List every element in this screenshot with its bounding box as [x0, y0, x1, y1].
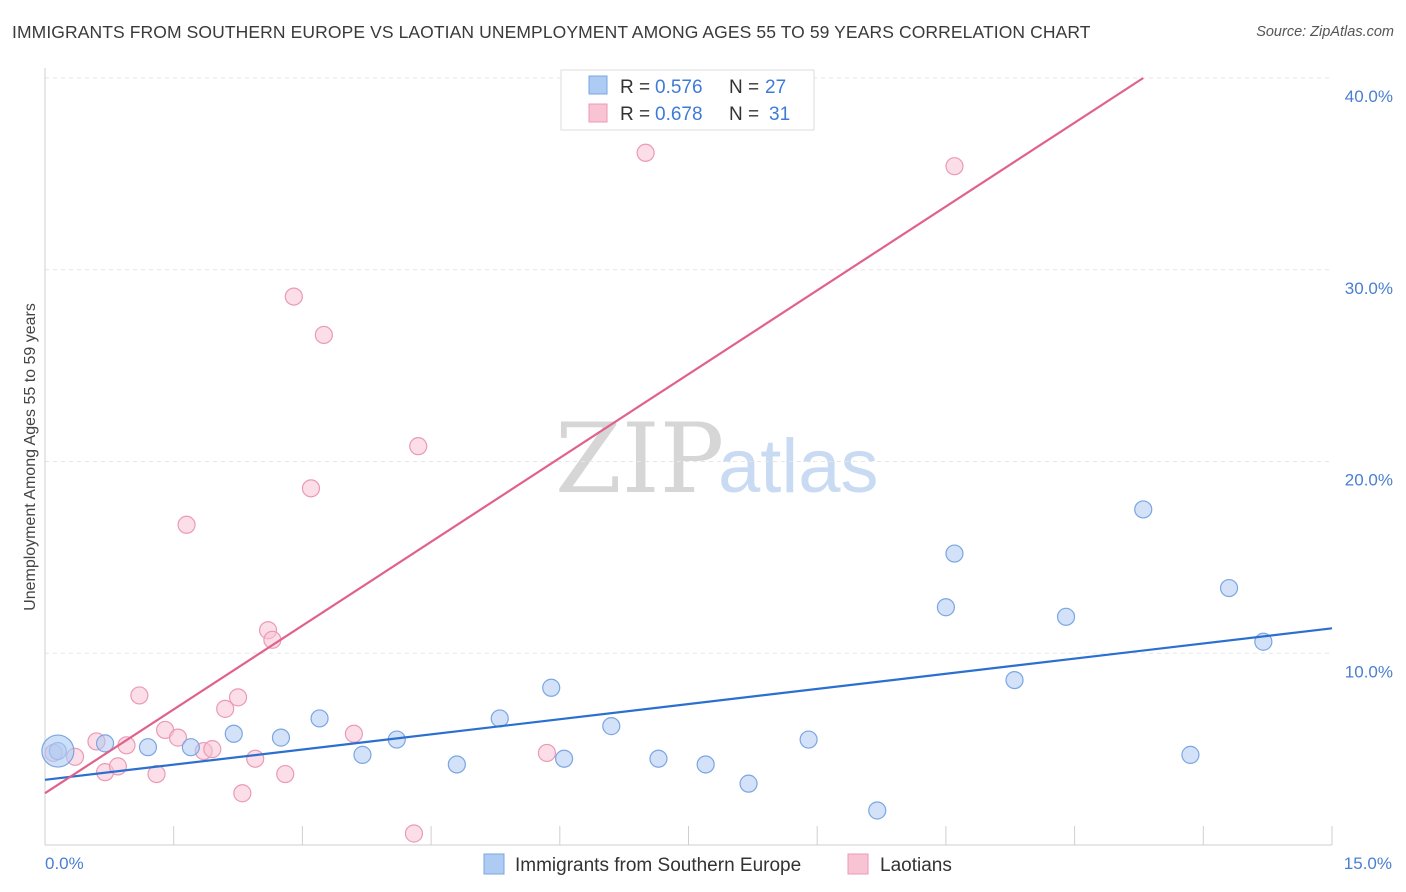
legend-r-value-2: 0.678 — [655, 104, 703, 125]
laotians-point — [537, 743, 557, 763]
laotians-point — [276, 764, 295, 784]
laotians-point — [246, 749, 265, 768]
chart-source: Source: ZipAtlas.com — [1256, 24, 1394, 40]
southern-europe-point — [799, 730, 818, 749]
laotians-point — [404, 824, 424, 843]
laotians-point — [228, 688, 248, 707]
southern-europe-point — [181, 738, 200, 757]
laotians-point — [168, 728, 188, 747]
southern-europe-point — [224, 724, 243, 743]
legend-swatch-blue — [588, 75, 608, 95]
bottom-legend-label-pink: Laotians — [880, 855, 952, 876]
southern-europe-point — [739, 774, 758, 793]
southern-europe-point — [554, 749, 574, 768]
laotians-point — [177, 515, 196, 534]
series-legend: Immigrants from Southern Europe Laotians — [483, 853, 952, 876]
x-tick-min: 0.0% — [45, 854, 84, 873]
laotians-point — [945, 157, 964, 176]
watermark-atlas: atlas — [718, 424, 879, 509]
legend-n-label-1: N = — [729, 77, 759, 98]
southern-europe-point — [1005, 670, 1024, 690]
y-axis-label: Unemployment Among Ages 55 to 59 years — [22, 303, 39, 611]
southern-europe-point — [271, 728, 291, 747]
southern-europe-point — [602, 717, 621, 736]
southern-europe-point — [310, 709, 329, 728]
southern-europe-point — [138, 738, 158, 757]
bottom-legend-swatch-blue — [483, 853, 505, 875]
southern-europe-point — [490, 709, 509, 728]
laotians-point — [344, 724, 363, 743]
southern-europe-point — [95, 734, 115, 753]
southern-europe-point — [1219, 578, 1239, 598]
southern-europe-point — [649, 749, 668, 768]
bottom-legend-label-blue: Immigrants from Southern Europe — [515, 855, 801, 876]
y-tick-label: 20.0% — [1345, 471, 1393, 490]
legend-r-label-1: R = — [620, 77, 650, 98]
trend-lines — [44, 77, 1333, 795]
southern-europe-point — [936, 598, 956, 617]
laotians-point — [216, 699, 235, 718]
southern-europe-point — [1056, 607, 1076, 626]
southern-europe-point — [1181, 745, 1200, 764]
southern-europe-point — [447, 755, 466, 774]
y-tick-label: 10.0% — [1345, 662, 1393, 681]
laotians-point — [636, 143, 655, 162]
legend-swatch-pink — [588, 103, 608, 123]
southern-europe-point — [696, 755, 715, 774]
legend-r-value-1: 0.576 — [655, 77, 703, 98]
laotians-trend-line — [44, 77, 1144, 795]
southern-europe-point — [868, 801, 887, 820]
bottom-legend-swatch-pink — [847, 853, 869, 875]
x-axis-ticks — [173, 826, 1333, 845]
southern-europe-point — [353, 745, 372, 764]
y-tick-labels: 10.0% 20.0% 30.0% 40.0% — [1345, 87, 1393, 681]
cluster-point — [41, 734, 75, 768]
laotians-point — [301, 479, 321, 498]
laotians-point — [233, 784, 252, 803]
x-tick-max: 15.0% — [1344, 854, 1392, 873]
southern-europe-points — [41, 500, 1273, 820]
southern-europe-trend-line — [44, 627, 1333, 781]
correlation-legend: R = 0.576 N = 27 R = 0.678 N = 31 — [560, 69, 815, 131]
laotians-point — [147, 764, 166, 784]
legend-r-label-2: R = — [620, 104, 650, 125]
laotians-point — [203, 740, 222, 759]
legend-n-value-2: 31 — [769, 104, 790, 125]
y-tick-label: 40.0% — [1345, 87, 1393, 106]
southern-europe-point — [1134, 500, 1153, 519]
southern-europe-point — [542, 678, 561, 697]
laotians-point — [130, 686, 149, 705]
watermark-zip: ZIP — [555, 403, 724, 515]
laotians-point — [409, 437, 428, 456]
legend-n-value-1: 27 — [765, 77, 786, 98]
laotians-point — [314, 325, 333, 345]
legend-n-label-2: N = — [729, 104, 759, 125]
grid-lines — [45, 77, 1332, 654]
chart-title: IMMIGRANTS FROM SOUTHERN EUROPE VS LAOTI… — [12, 22, 1091, 42]
y-tick-label: 30.0% — [1345, 279, 1393, 298]
southern-europe-point — [945, 544, 964, 563]
laotians-point — [284, 287, 303, 306]
